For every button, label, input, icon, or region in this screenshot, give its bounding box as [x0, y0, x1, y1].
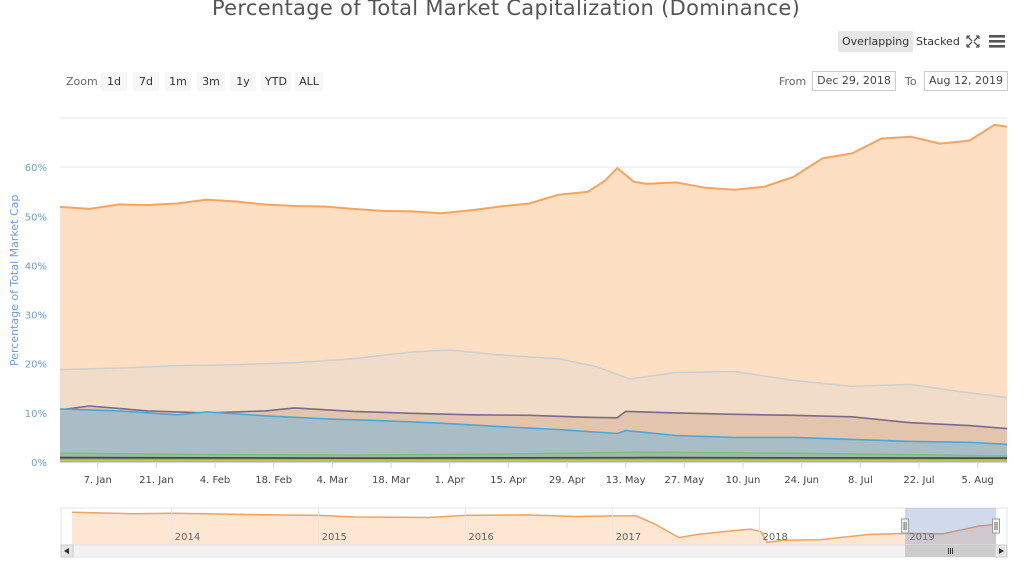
x-tick-label: 18. Feb	[255, 475, 292, 486]
scroll-left-button[interactable]	[60, 544, 74, 558]
y-tick-label: 0%	[31, 458, 47, 469]
zoom-1y-button[interactable]: 1y	[230, 72, 256, 91]
zoom-ytd-button[interactable]: YTD	[261, 72, 291, 91]
x-tick-label: 27. May	[664, 475, 704, 486]
x-tick-label: 5. Aug	[962, 475, 994, 486]
navigator-selection[interactable]	[905, 508, 996, 545]
navigator-year-label: 2019	[909, 532, 934, 543]
navigator-year-label: 2015	[322, 532, 347, 543]
x-tick-label: 18. Mar	[372, 475, 411, 486]
x-tick-label: 22. Jul	[903, 475, 934, 486]
overlapping-button[interactable]: Overlapping	[838, 31, 914, 52]
series-line-0[interactable]	[59, 123, 1008, 215]
menu-icon[interactable]	[987, 31, 1009, 52]
navigator-line	[71, 511, 997, 544]
series-area-3	[60, 408, 1007, 462]
stacked-button[interactable]: Stacked	[916, 35, 960, 48]
range-to-input[interactable]: Aug 12, 2019	[924, 71, 1008, 91]
x-tick-label: 4. Feb	[200, 475, 230, 486]
zoom-7d-button[interactable]: 7d	[133, 72, 159, 91]
navigator-handle-right[interactable]	[992, 518, 1000, 534]
x-tick-label: 13. May	[606, 475, 646, 486]
x-tick-label: 15. Apr	[490, 475, 527, 486]
navigator-year-label: 2016	[468, 532, 493, 543]
navigator-handle-left[interactable]	[901, 518, 910, 534]
zoom-3m-button[interactable]: 3m	[197, 72, 225, 91]
navigator-year-label: 2014	[175, 532, 200, 543]
fullscreen-icon[interactable]	[962, 31, 984, 52]
range-from-input[interactable]: Dec 29, 2018	[812, 71, 896, 91]
series-line-5[interactable]	[59, 456, 1008, 459]
x-tick-label: 7. Jan	[84, 475, 112, 486]
zoom-1d-button[interactable]: 1d	[101, 72, 127, 91]
chart-title: Percentage of Total Market Capitalizatio…	[211, 0, 801, 20]
zoom-label: Zoom	[66, 75, 98, 88]
y-tick-label: 60%	[25, 163, 47, 174]
y-tick-label: 10%	[25, 409, 47, 420]
navigator-year-label: 2018	[762, 532, 787, 543]
scrollbar-track[interactable]	[60, 544, 1008, 558]
range-to-label: To	[905, 75, 917, 88]
y-tick-label: 30%	[25, 311, 47, 322]
range-from-label: From	[779, 75, 807, 88]
x-tick-label: 29. Apr	[549, 475, 586, 486]
series-line-4[interactable]	[59, 451, 1008, 457]
scroll-right-button[interactable]	[994, 544, 1008, 558]
zoom-1m-button[interactable]: 1m	[165, 72, 191, 91]
navigator-area	[72, 512, 996, 545]
navigator-year-label: 2017	[616, 532, 641, 543]
series-line-3[interactable]	[59, 408, 1008, 446]
y-tick-label: 20%	[25, 360, 47, 371]
x-tick-label: 4. Mar	[317, 475, 349, 486]
x-tick-label: 21. Jan	[139, 475, 174, 486]
y-tick-label: 40%	[25, 261, 47, 272]
x-tick-label: 24. Jun	[784, 475, 819, 486]
series-line-1[interactable]	[59, 349, 1008, 399]
x-tick-label: 1. Apr	[435, 475, 466, 486]
zoom-all-button[interactable]: ALL	[295, 72, 323, 91]
x-tick-label: 8. Jul	[848, 475, 873, 486]
y-tick-label: 50%	[25, 212, 47, 223]
x-tick-label: 10. Jun	[726, 475, 761, 486]
